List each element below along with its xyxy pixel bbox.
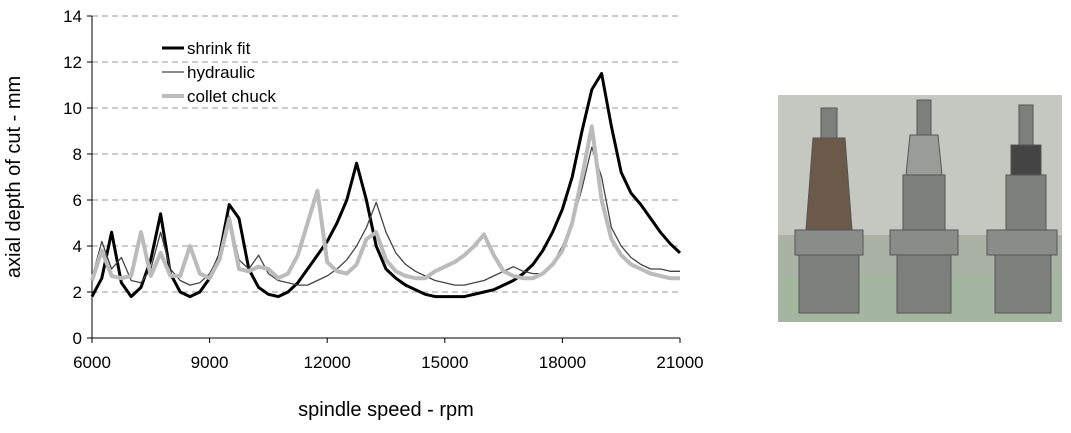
y-tick-label: 0 [73,329,82,348]
legend-label: shrink fit [187,39,251,58]
x-tick-label: 18000 [539,353,586,372]
x-tick-label: 9000 [191,353,229,372]
photo [778,95,1062,322]
x-tick-label: 21000 [656,353,703,372]
y-tick-label: 12 [63,53,82,72]
x-tick-label: 6000 [73,353,111,372]
y-tick-label: 10 [63,99,82,118]
legend-label: hydraulic [187,63,256,82]
x-tick-label: 15000 [421,353,468,372]
legend-label: collet chuck [187,87,276,106]
x-tick-label: 12000 [304,353,351,372]
y-tick-label: 14 [63,7,82,26]
x-axis-label: spindle speed - rpm [298,399,474,421]
y-tick-label: 4 [73,237,82,256]
y-tick-label: 6 [73,191,82,210]
y-tick-label: 2 [73,283,82,302]
series-line [91,146,680,286]
series-line [90,72,682,299]
y-tick-label: 8 [73,145,82,164]
chart: 0 2 4 6 8 10 12 14 6000 9000 12000 15000 18000 21000 s… [63,7,704,372]
y-axis-label: axial depth of cut - mm [3,76,25,278]
series-line [90,124,680,282]
